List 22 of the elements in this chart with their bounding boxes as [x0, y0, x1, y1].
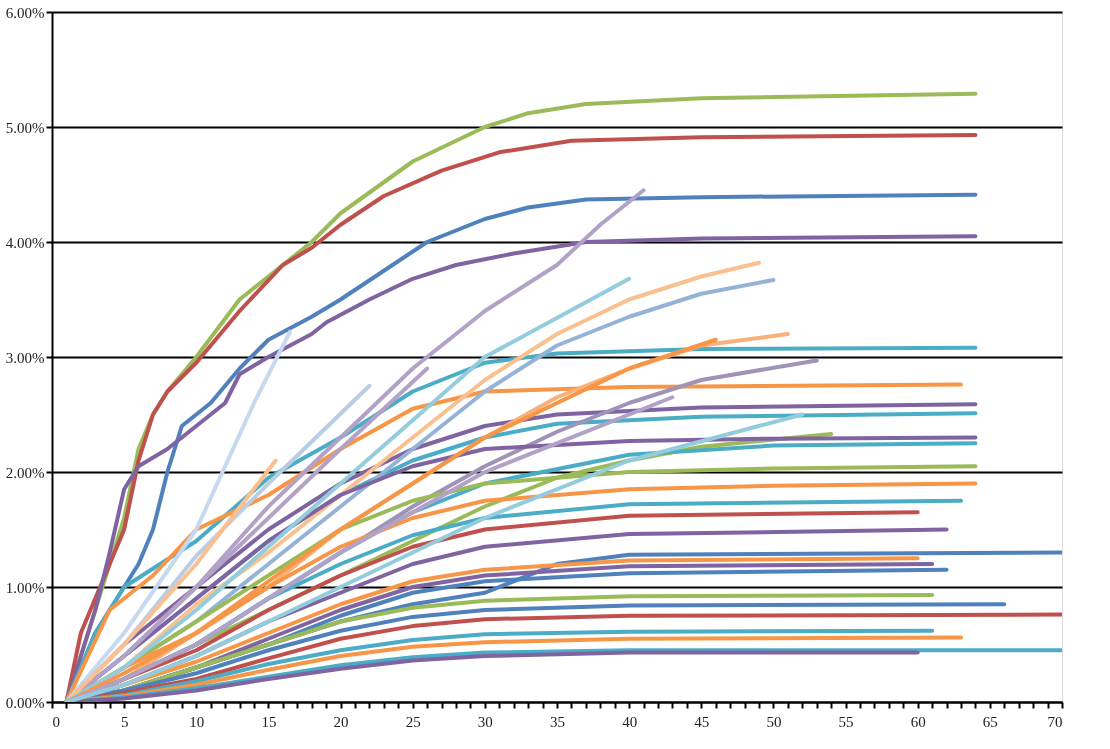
x-tick-label: 5	[120, 713, 129, 730]
y-tick-label: 6.00%	[5, 4, 45, 21]
y-tick-label: 3.00%	[5, 349, 45, 366]
x-tick-label: 30	[477, 713, 493, 730]
x-tick-label: 55	[838, 713, 854, 730]
x-tick-label: 0	[52, 713, 60, 730]
x-tick-label: 20	[333, 713, 349, 730]
y-tick-label: 5.00%	[5, 119, 45, 136]
y-tick-label: 2.00%	[5, 464, 45, 481]
x-tick-label: 40	[622, 713, 638, 730]
y-tick-label: 4.00%	[5, 234, 45, 251]
x-tick-label: 65	[982, 713, 998, 730]
x-tick-label: 15	[261, 713, 277, 730]
x-tick-label: 70	[1047, 713, 1063, 730]
y-tick-label: 1.00%	[5, 579, 45, 596]
y-tick-label: 0.00%	[5, 694, 45, 711]
x-tick-label: 60	[910, 713, 926, 730]
x-tick-label: 25	[405, 713, 421, 730]
x-tick-label: 35	[550, 713, 565, 730]
x-tick-label: 50	[766, 713, 782, 730]
x-tick-label: 45	[694, 713, 710, 730]
x-tick-label: 10	[189, 713, 205, 730]
